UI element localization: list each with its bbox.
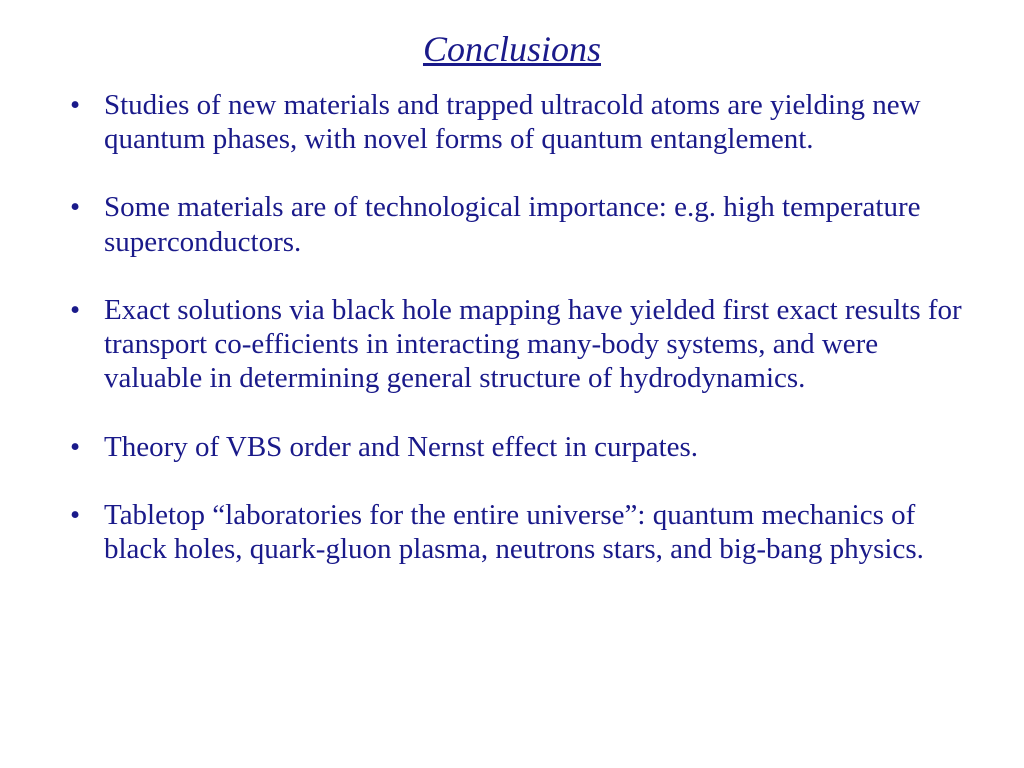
- slide-title: Conclusions: [40, 28, 984, 70]
- list-item: Theory of VBS order and Nernst effect in…: [70, 430, 974, 464]
- list-item: Tabletop “laboratories for the entire un…: [70, 498, 974, 566]
- bullet-list: Studies of new materials and trapped ult…: [40, 88, 984, 566]
- list-item: Studies of new materials and trapped ult…: [70, 88, 974, 156]
- slide: Conclusions Studies of new materials and…: [0, 0, 1024, 768]
- list-item: Some materials are of technological impo…: [70, 190, 974, 258]
- list-item: Exact solutions via black hole mapping h…: [70, 293, 974, 396]
